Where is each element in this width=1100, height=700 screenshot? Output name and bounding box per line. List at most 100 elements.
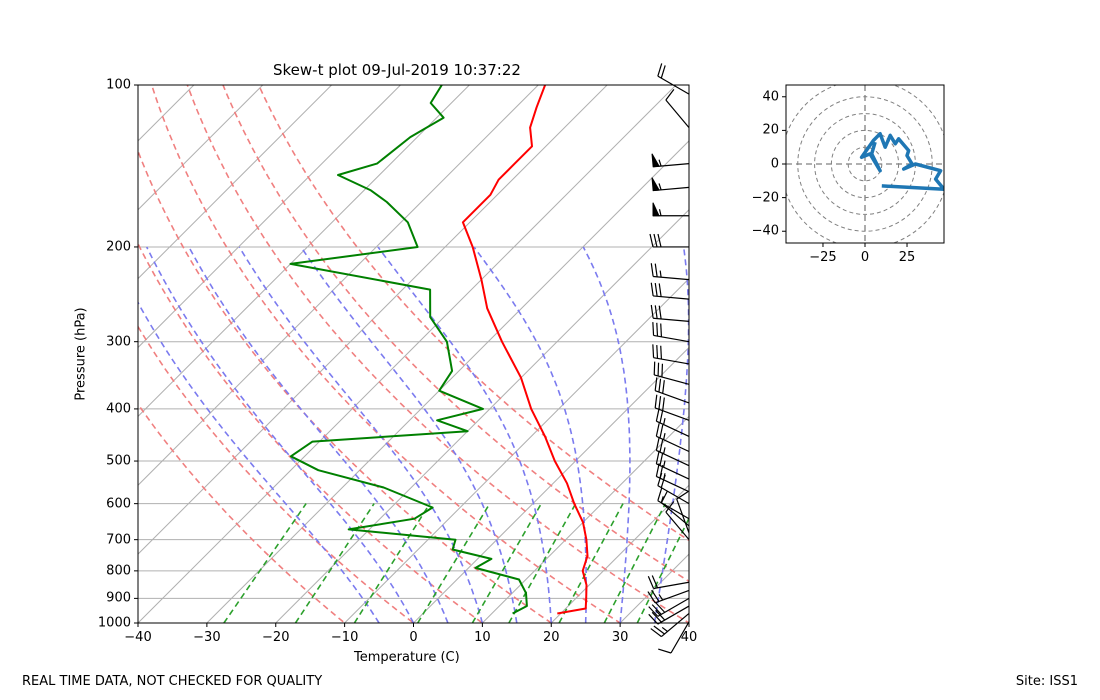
mixing-ratio-line (508, 503, 577, 623)
x-tick-label: 40 (680, 630, 698, 645)
wind-barb (651, 153, 690, 168)
isotherm-line (138, 85, 677, 623)
wind-barb (655, 408, 690, 437)
dewpoint-profile-line (289, 85, 528, 615)
hodograph-y-tick-label: 20 (762, 122, 779, 138)
y-tick-label: 700 (106, 532, 131, 548)
hodograph-plot (782, 84, 945, 247)
wind-barb (649, 233, 689, 248)
moist-adiabat-line (138, 300, 380, 623)
isotherm-line (138, 85, 332, 280)
hodograph-y-tick-label: −20 (751, 190, 779, 206)
wind-barb (655, 450, 690, 480)
y-tick-label: 500 (106, 453, 131, 469)
wind-barb (648, 597, 690, 617)
isotherm-line (138, 85, 470, 418)
dry-adiabat-line (138, 325, 415, 623)
site-label: Site: ISS1 (1015, 674, 1078, 689)
isotherm-line (550, 484, 689, 623)
hodograph-x-tick-label: −25 (809, 250, 837, 265)
x-tick-label: −10 (330, 630, 359, 645)
wind-barb (647, 575, 690, 590)
quality-disclaimer: REAL TIME DATA, NOT CHECKED FOR QUALITY (22, 674, 323, 689)
x-tick-label: 30 (611, 630, 629, 645)
wind-barb (665, 501, 690, 541)
mixing-ratio-line (353, 503, 431, 623)
dry-adiabat-line (186, 85, 689, 623)
wind-barb (652, 344, 690, 365)
y-tick-label: 800 (106, 563, 131, 579)
mixing-ratio-line (294, 503, 375, 623)
mixing-ratio-line (223, 503, 307, 623)
wind-barb (650, 613, 690, 638)
wind-barb (657, 487, 690, 520)
wind-barb (652, 322, 690, 343)
y-tick-label: 900 (106, 590, 131, 606)
y-tick-label: 1000 (97, 615, 131, 631)
mixing-ratio-line (417, 503, 491, 623)
hodograph-tick-marks (782, 96, 908, 247)
dry-adiabat-line (222, 85, 689, 583)
wind-barb (657, 63, 690, 95)
dry-adiabat-line (138, 148, 553, 623)
y-tick-label: 100 (106, 77, 131, 93)
hodograph-trace (859, 131, 944, 191)
x-tick-label: 20 (542, 630, 560, 645)
y-tick-label: 400 (106, 401, 131, 417)
isotherm-line (138, 85, 264, 211)
moist-adiabat-line (300, 246, 518, 623)
wind-barb (665, 89, 690, 128)
mixing-ratio-line (471, 503, 542, 623)
isotherm-line (275, 209, 689, 623)
moist-adiabat-line (377, 246, 553, 623)
dry-adiabat-line (138, 242, 484, 623)
wind-barb (654, 377, 690, 404)
hodograph-wind-line (859, 131, 944, 191)
skewt-title: Skew-t plot 09-Jul-2019 10:37:22 (273, 61, 521, 79)
wind-barb (650, 304, 690, 322)
isotherm-line (344, 277, 689, 623)
isotherm-line (206, 140, 689, 623)
dry-adiabat-line (150, 85, 622, 623)
y-axis-label: Pressure (hPa) (73, 307, 89, 401)
isotherm-line (482, 415, 689, 623)
isotherm-line (138, 85, 608, 555)
x-tick-label: −40 (124, 630, 152, 645)
wind-barb (647, 589, 690, 604)
wind-barb (655, 423, 690, 453)
temperature-profile-line (461, 85, 589, 615)
wind-barb (650, 282, 690, 300)
wind-barb (654, 394, 690, 421)
skewt-data-lines (289, 85, 589, 615)
y-tick-label: 300 (106, 334, 131, 350)
isotherm-line (138, 85, 539, 486)
wind-barb (650, 263, 690, 281)
hodograph-x-tick-label: 25 (898, 250, 916, 265)
wind-barb (653, 361, 690, 385)
x-tick-label: 0 (409, 630, 418, 645)
skewt-tick-marks (134, 84, 690, 627)
wind-barb (655, 463, 690, 493)
wind-barb (651, 177, 690, 192)
skewt-plot (134, 63, 690, 654)
skewt-grid-lines (138, 85, 689, 623)
mixing-ratio-line (603, 503, 667, 623)
x-tick-label: −30 (193, 630, 221, 645)
wind-barb (652, 202, 689, 217)
x-tick-label: 10 (474, 630, 491, 645)
hodograph-y-tick-label: −40 (751, 223, 779, 239)
wind-barbs (647, 63, 690, 654)
wind-barb (655, 437, 690, 467)
dry-adiabat-line (257, 85, 689, 542)
isotherm-line (138, 85, 401, 349)
isotherm-line (413, 346, 689, 623)
moist-adiabat-line (188, 246, 449, 623)
mixing-ratio-line (558, 503, 624, 623)
moist-adiabat-line (145, 246, 415, 623)
hodograph-y-tick-label: 0 (770, 156, 779, 172)
wind-barb (658, 621, 690, 654)
hodograph-y-tick-label: 40 (762, 89, 779, 105)
x-axis-label: Temperature (C) (354, 650, 460, 665)
x-tick-label: −20 (262, 630, 290, 645)
